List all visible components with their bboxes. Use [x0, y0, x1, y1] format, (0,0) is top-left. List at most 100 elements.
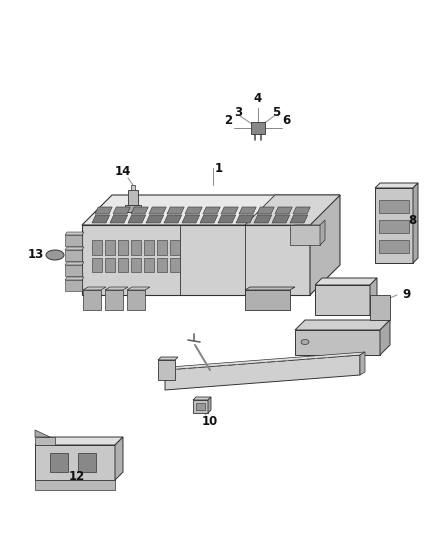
Polygon shape — [165, 355, 360, 390]
Polygon shape — [245, 287, 295, 290]
Polygon shape — [35, 480, 115, 490]
Polygon shape — [95, 207, 112, 214]
Polygon shape — [370, 278, 377, 315]
Polygon shape — [110, 215, 128, 223]
Polygon shape — [131, 240, 141, 255]
Polygon shape — [315, 285, 370, 315]
Polygon shape — [165, 352, 365, 370]
Polygon shape — [379, 220, 409, 233]
Polygon shape — [251, 122, 265, 134]
Text: 10: 10 — [202, 415, 218, 428]
Polygon shape — [65, 250, 82, 261]
Polygon shape — [413, 183, 418, 263]
Polygon shape — [118, 258, 128, 272]
Polygon shape — [185, 207, 202, 214]
Polygon shape — [105, 290, 123, 310]
Text: 5: 5 — [272, 106, 280, 118]
Text: 12: 12 — [69, 470, 85, 483]
Polygon shape — [272, 215, 290, 223]
Polygon shape — [193, 397, 211, 400]
Polygon shape — [290, 215, 307, 223]
Polygon shape — [295, 330, 380, 355]
Polygon shape — [245, 195, 340, 225]
Polygon shape — [92, 258, 102, 272]
Polygon shape — [375, 188, 413, 263]
Polygon shape — [293, 207, 310, 214]
Polygon shape — [257, 207, 274, 214]
Polygon shape — [157, 240, 167, 255]
Polygon shape — [35, 437, 55, 445]
Polygon shape — [82, 225, 310, 295]
Polygon shape — [113, 207, 130, 214]
Text: 14: 14 — [115, 165, 131, 178]
Polygon shape — [131, 185, 135, 190]
Polygon shape — [310, 195, 340, 295]
Polygon shape — [105, 240, 115, 255]
Text: 13: 13 — [28, 248, 44, 262]
Polygon shape — [218, 215, 236, 223]
Polygon shape — [170, 240, 180, 255]
Polygon shape — [375, 183, 418, 188]
Polygon shape — [380, 320, 390, 355]
Polygon shape — [92, 215, 110, 223]
Polygon shape — [157, 258, 167, 272]
Polygon shape — [203, 207, 220, 214]
Polygon shape — [167, 207, 184, 214]
Polygon shape — [149, 207, 166, 214]
Polygon shape — [78, 453, 96, 472]
Polygon shape — [164, 215, 182, 223]
Polygon shape — [127, 290, 145, 310]
Polygon shape — [92, 240, 102, 255]
Polygon shape — [144, 240, 154, 255]
Polygon shape — [118, 240, 128, 255]
Polygon shape — [275, 207, 292, 214]
Polygon shape — [196, 403, 205, 410]
Polygon shape — [158, 360, 175, 380]
Polygon shape — [146, 215, 164, 223]
Polygon shape — [35, 430, 50, 437]
Polygon shape — [370, 295, 390, 320]
Polygon shape — [128, 190, 138, 205]
Polygon shape — [144, 258, 154, 272]
Polygon shape — [236, 215, 254, 223]
Polygon shape — [65, 262, 84, 265]
Polygon shape — [35, 437, 123, 445]
Polygon shape — [290, 225, 320, 245]
Polygon shape — [239, 207, 256, 214]
Polygon shape — [83, 290, 101, 310]
Polygon shape — [131, 207, 148, 214]
Polygon shape — [182, 215, 200, 223]
Polygon shape — [208, 397, 211, 413]
Polygon shape — [115, 437, 123, 480]
Polygon shape — [82, 195, 340, 225]
Polygon shape — [50, 453, 68, 472]
Polygon shape — [360, 352, 365, 375]
Polygon shape — [170, 258, 180, 272]
Polygon shape — [254, 215, 272, 223]
Polygon shape — [131, 258, 141, 272]
Polygon shape — [379, 240, 409, 253]
Polygon shape — [65, 247, 84, 250]
Text: 9: 9 — [402, 288, 410, 302]
Polygon shape — [200, 215, 218, 223]
Polygon shape — [221, 207, 238, 214]
Ellipse shape — [46, 250, 64, 260]
Text: 4: 4 — [254, 92, 262, 105]
Polygon shape — [128, 215, 146, 223]
Polygon shape — [65, 265, 82, 276]
Polygon shape — [65, 232, 84, 235]
Polygon shape — [65, 277, 84, 280]
Text: 3: 3 — [234, 106, 242, 118]
Polygon shape — [65, 280, 82, 291]
Polygon shape — [105, 287, 128, 290]
Text: 1: 1 — [215, 161, 223, 174]
Polygon shape — [193, 400, 208, 413]
Polygon shape — [125, 205, 141, 212]
Polygon shape — [320, 220, 325, 245]
Polygon shape — [295, 320, 390, 330]
Polygon shape — [65, 235, 82, 246]
Polygon shape — [127, 287, 150, 290]
Polygon shape — [35, 445, 115, 480]
Ellipse shape — [301, 340, 309, 344]
Text: 8: 8 — [408, 214, 416, 227]
